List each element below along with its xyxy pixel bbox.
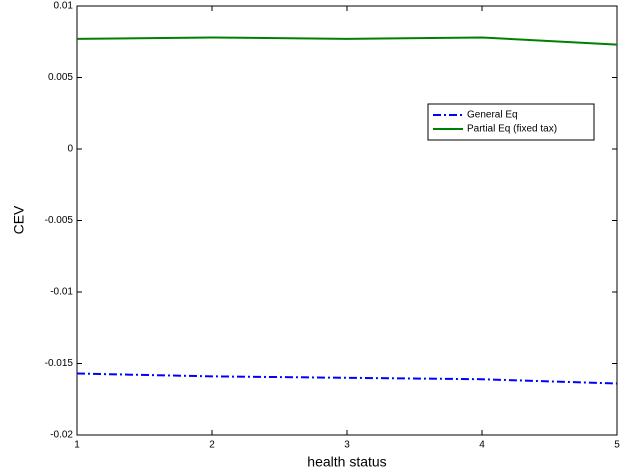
y-tick-label: -0.005 (45, 215, 74, 226)
legend-box (427, 103, 595, 141)
x-tick-label: 5 (614, 440, 620, 451)
x-tick-label: 2 (209, 440, 215, 451)
legend-label: Partial Eq (fixed tax) (467, 124, 557, 135)
y-tick-label: 0.005 (48, 72, 73, 83)
y-axis-label: CEV (11, 205, 27, 234)
series-line (76, 36, 618, 46)
legend-label: General Eq (467, 110, 518, 121)
y-tick-label: -0.01 (50, 287, 73, 298)
x-axis-label: health status (307, 454, 386, 470)
y-tick-label: 0 (67, 144, 73, 155)
y-tick-label: -0.02 (50, 430, 73, 441)
x-tick-label: 4 (479, 440, 485, 451)
y-tick-label: 0.01 (54, 1, 74, 12)
plot-area (76, 5, 618, 436)
series-line (76, 372, 618, 385)
y-tick-label: -0.015 (45, 358, 74, 369)
x-tick-label: 3 (344, 440, 350, 451)
x-tick-label: 1 (74, 440, 80, 451)
